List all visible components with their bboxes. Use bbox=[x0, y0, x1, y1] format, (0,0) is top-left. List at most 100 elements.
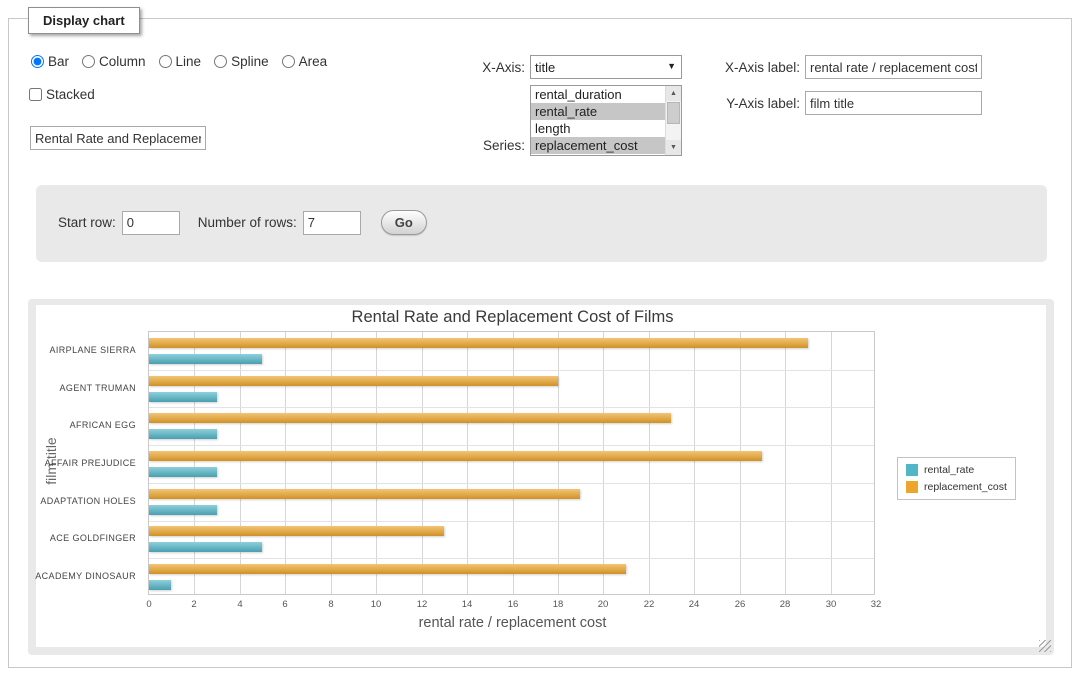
x-tick-label: 8 bbox=[316, 599, 346, 610]
legend-label: replacement_cost bbox=[924, 481, 1007, 493]
horizontal-gridline bbox=[149, 558, 874, 559]
x-axis-select-label: X-Axis: bbox=[425, 60, 525, 75]
vertical-gridline bbox=[740, 332, 741, 594]
x-axis-select-control[interactable]: title bbox=[530, 55, 682, 79]
legend-label: rental_rate bbox=[924, 464, 974, 476]
x-axis-select[interactable]: title ▼ bbox=[530, 55, 682, 79]
bar-replacement_cost bbox=[149, 564, 626, 574]
chart-legend: rental_rate replacement_cost bbox=[897, 457, 1016, 500]
chart-type-bar-radio[interactable] bbox=[31, 55, 44, 68]
stacked-checkbox-label[interactable]: Stacked bbox=[29, 87, 95, 102]
x-tick-label: 24 bbox=[679, 599, 709, 610]
bar-rental_rate bbox=[149, 542, 262, 552]
vertical-gridline bbox=[194, 332, 195, 594]
vertical-gridline bbox=[376, 332, 377, 594]
horizontal-gridline bbox=[149, 407, 874, 408]
series-listbox[interactable]: rental_duration rental_rate length repla… bbox=[530, 85, 682, 156]
series-option-length[interactable]: length bbox=[531, 120, 665, 137]
x-tick-label: 2 bbox=[179, 599, 209, 610]
chart-type-area-label: Area bbox=[299, 54, 328, 69]
chart-title: Rental Rate and Replacement Cost of Film… bbox=[148, 308, 877, 327]
stacked-label-text: Stacked bbox=[46, 87, 95, 102]
category-label: AGENT TRUMAN bbox=[60, 383, 136, 393]
bar-rental_rate bbox=[149, 429, 217, 439]
scroll-up-icon[interactable]: ▲ bbox=[666, 86, 681, 101]
chart-type-bar-label: Bar bbox=[48, 54, 69, 69]
horizontal-gridline bbox=[149, 483, 874, 484]
start-row-input[interactable] bbox=[122, 211, 180, 235]
category-label: AFRICAN EGG bbox=[70, 420, 136, 430]
bar-replacement_cost bbox=[149, 376, 558, 386]
stacked-checkbox[interactable] bbox=[29, 88, 42, 101]
x-tick-label: 18 bbox=[543, 599, 573, 610]
chart-type-column-radio[interactable] bbox=[82, 55, 95, 68]
category-labels: AIRPLANE SIERRAAGENT TRUMANAFRICAN EGGAF… bbox=[36, 332, 142, 596]
legend-item: rental_rate bbox=[906, 464, 1007, 476]
y-axis-label-input[interactable] bbox=[805, 91, 982, 115]
horizontal-gridline bbox=[149, 445, 874, 446]
x-tick-label: 30 bbox=[816, 599, 846, 610]
x-tick-label: 14 bbox=[452, 599, 482, 610]
bar-rental_rate bbox=[149, 354, 262, 364]
chart-type-area-radio[interactable] bbox=[282, 55, 295, 68]
category-label: ACE GOLDFINGER bbox=[50, 533, 136, 543]
vertical-gridline bbox=[558, 332, 559, 594]
chart-title-input[interactable] bbox=[30, 126, 206, 150]
resize-handle-icon[interactable] bbox=[1039, 640, 1051, 652]
bar-rental_rate bbox=[149, 392, 217, 402]
x-tick-label: 22 bbox=[634, 599, 664, 610]
chart-type-spline[interactable]: Spline bbox=[214, 54, 269, 69]
vertical-gridline bbox=[422, 332, 423, 594]
number-of-rows-input[interactable] bbox=[303, 211, 361, 235]
horizontal-gridline bbox=[149, 370, 874, 371]
chart-type-line-label: Line bbox=[176, 54, 202, 69]
vertical-gridline bbox=[694, 332, 695, 594]
display-chart-app: Display chart Bar Column Line Spline Are… bbox=[0, 0, 1081, 681]
series-option-replacement-cost[interactable]: replacement_cost bbox=[531, 137, 665, 154]
bar-replacement_cost bbox=[149, 413, 671, 423]
scrollbar-thumb[interactable] bbox=[667, 102, 680, 124]
vertical-gridline bbox=[785, 332, 786, 594]
listbox-scrollbar[interactable]: ▲ ▼ bbox=[665, 86, 681, 155]
x-tick-label: 26 bbox=[725, 599, 755, 610]
panel-title: Display chart bbox=[28, 7, 140, 34]
series-option-rental-duration[interactable]: rental_duration bbox=[531, 86, 665, 103]
x-tick-labels: 02468101214161820222426283032 bbox=[149, 599, 876, 611]
horizontal-gridline bbox=[149, 521, 874, 522]
chart-type-line[interactable]: Line bbox=[159, 54, 202, 69]
x-tick-label: 12 bbox=[407, 599, 437, 610]
vertical-gridline bbox=[513, 332, 514, 594]
x-tick-label: 20 bbox=[588, 599, 618, 610]
x-tick-label: 28 bbox=[770, 599, 800, 610]
bar-rental_rate bbox=[149, 505, 217, 515]
category-label: ADAPTATION HOLES bbox=[40, 496, 136, 506]
series-listbox-label: Series: bbox=[425, 138, 525, 153]
x-axis-label-input[interactable] bbox=[805, 55, 982, 79]
number-of-rows-label: Number of rows: bbox=[198, 215, 297, 230]
series-option-rental-rate[interactable]: rental_rate bbox=[531, 103, 665, 120]
chart-type-line-radio[interactable] bbox=[159, 55, 172, 68]
chart-type-column[interactable]: Column bbox=[82, 54, 146, 69]
bar-replacement_cost bbox=[149, 489, 580, 499]
x-axis-title: rental rate / replacement cost bbox=[148, 615, 877, 631]
bar-replacement_cost bbox=[149, 526, 444, 536]
chart-type-area[interactable]: Area bbox=[282, 54, 328, 69]
legend-swatch bbox=[906, 481, 918, 493]
go-button[interactable]: Go bbox=[381, 210, 427, 235]
category-label: ACADEMY DINOSAUR bbox=[35, 571, 136, 581]
x-tick-label: 6 bbox=[270, 599, 300, 610]
chart: Rental Rate and Replacement Cost of Film… bbox=[36, 305, 1046, 647]
chart-panel: Rental Rate and Replacement Cost of Film… bbox=[28, 299, 1054, 655]
chart-type-bar[interactable]: Bar bbox=[31, 54, 69, 69]
legend-item: replacement_cost bbox=[906, 481, 1007, 493]
x-tick-label: 4 bbox=[225, 599, 255, 610]
x-tick-label: 10 bbox=[361, 599, 391, 610]
bar-rental_rate bbox=[149, 467, 217, 477]
bar-replacement_cost bbox=[149, 338, 808, 348]
chart-type-spline-radio[interactable] bbox=[214, 55, 227, 68]
vertical-gridline bbox=[467, 332, 468, 594]
stacked-option: Stacked bbox=[29, 87, 95, 102]
scroll-down-icon[interactable]: ▼ bbox=[666, 140, 681, 155]
vertical-gridline bbox=[649, 332, 650, 594]
category-label: AFFAIR PREJUDICE bbox=[45, 458, 136, 468]
